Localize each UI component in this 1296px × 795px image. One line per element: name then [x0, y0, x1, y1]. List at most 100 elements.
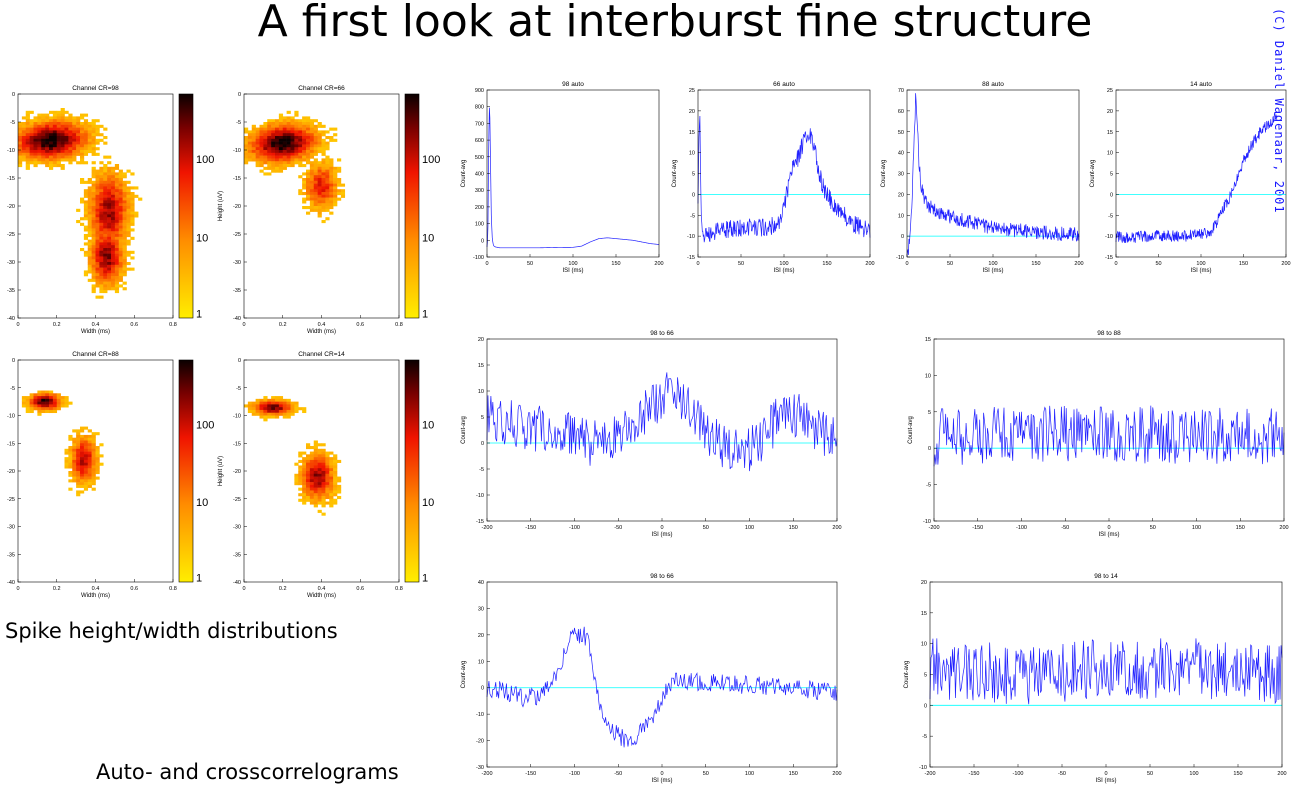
heat-cell	[126, 228, 131, 232]
heat-cell	[317, 206, 322, 210]
heat-cell	[37, 409, 42, 414]
heat-cell	[64, 459, 69, 463]
heat-cell	[99, 203, 104, 207]
heat-cell	[294, 122, 299, 126]
data-series	[486, 107, 660, 249]
heat-cell	[329, 484, 334, 488]
heat-cell	[290, 161, 295, 165]
colorbar-tick-label: 10	[422, 497, 434, 509]
heat-cell	[49, 409, 54, 414]
heat-cell	[267, 127, 272, 131]
heat-cell	[80, 136, 85, 140]
heat-cell	[107, 211, 112, 215]
heat-cell	[91, 214, 96, 218]
heat-cell	[21, 138, 27, 142]
heat-cell	[278, 164, 284, 168]
heat-cell	[87, 186, 92, 190]
heat-cell	[72, 144, 77, 148]
heat-cell	[21, 401, 27, 405]
heat-cell	[325, 206, 330, 210]
heat-cell	[278, 404, 284, 408]
heat-cell	[286, 409, 291, 414]
y-tick-label: 25	[689, 88, 695, 94]
heat-cell	[25, 133, 30, 137]
heat-cell	[294, 136, 299, 140]
heat-cell	[52, 113, 58, 117]
heat-cell	[107, 234, 112, 238]
heat-cell	[64, 462, 69, 466]
heat-cell	[33, 158, 38, 162]
heat-cell	[103, 245, 108, 249]
heat-cell	[114, 270, 120, 274]
heat-cell	[271, 150, 276, 154]
heat-cell	[33, 396, 38, 400]
heat-cell	[317, 498, 322, 502]
heat-cell	[72, 440, 77, 444]
heat-cell	[309, 180, 315, 184]
heat-cell	[282, 415, 287, 419]
x-tick-label: 100	[988, 261, 997, 267]
heat-cell	[95, 267, 100, 271]
heat-cell	[99, 273, 104, 277]
heat-cell	[317, 211, 322, 215]
heat-cell	[80, 426, 85, 430]
heat-cell	[122, 194, 127, 198]
heat-cell	[263, 138, 268, 142]
heat-cell	[126, 180, 131, 184]
heat-cell	[68, 471, 73, 475]
x-tick-label: 0.4	[318, 322, 326, 328]
heat-cell	[309, 127, 315, 131]
heat-cell	[122, 234, 127, 238]
heat-cell	[103, 270, 108, 274]
heat-cell	[275, 152, 280, 156]
heat-cell	[80, 468, 85, 472]
heat-cell	[72, 127, 77, 131]
heat-cell	[130, 208, 135, 212]
heat-cell	[80, 446, 85, 450]
heat-cell	[52, 155, 58, 159]
heat-cell	[247, 152, 253, 156]
heat-cell	[68, 161, 73, 165]
heat-cell	[83, 150, 89, 154]
heat-cell	[122, 262, 127, 266]
heat-cell	[111, 166, 116, 170]
heat-cell	[329, 169, 334, 173]
heat-cell	[313, 130, 318, 134]
heat-cell	[60, 396, 65, 400]
x-tick-label: 0.6	[130, 322, 138, 328]
heat-cell	[313, 186, 318, 190]
heat-cell	[37, 144, 42, 148]
heat-cell	[37, 412, 42, 416]
x-tick-label: 200	[654, 261, 663, 267]
heat-cell	[72, 476, 77, 480]
heat-cell	[309, 119, 315, 123]
heat-cell	[99, 172, 104, 176]
heat-cell	[41, 113, 46, 117]
heat-cell	[321, 451, 326, 455]
heat-cell	[64, 122, 69, 126]
heat-cell	[294, 119, 299, 123]
heat-cell	[122, 245, 127, 249]
heat-cell	[64, 147, 69, 151]
heat-cell	[114, 203, 120, 207]
heat-cell	[95, 259, 100, 263]
heat-cell	[321, 186, 326, 190]
heat-cell	[21, 398, 27, 402]
heat-cell	[37, 396, 42, 400]
heat-cell	[271, 164, 276, 168]
heat-cell	[37, 122, 42, 126]
heat-cell	[99, 133, 104, 137]
heat-cell	[290, 164, 295, 168]
heat-cell	[122, 172, 127, 176]
heat-cell	[87, 468, 92, 472]
heat-cell	[60, 144, 65, 148]
heat-cell	[325, 484, 330, 488]
plot-frame	[486, 581, 838, 768]
heat-cell	[278, 133, 284, 137]
heat-cell	[103, 164, 108, 168]
heat-cell	[56, 136, 61, 140]
heat-cell	[45, 396, 50, 400]
heat-cell	[114, 276, 120, 280]
heat-cell	[251, 141, 256, 145]
heat-cell	[263, 147, 268, 151]
